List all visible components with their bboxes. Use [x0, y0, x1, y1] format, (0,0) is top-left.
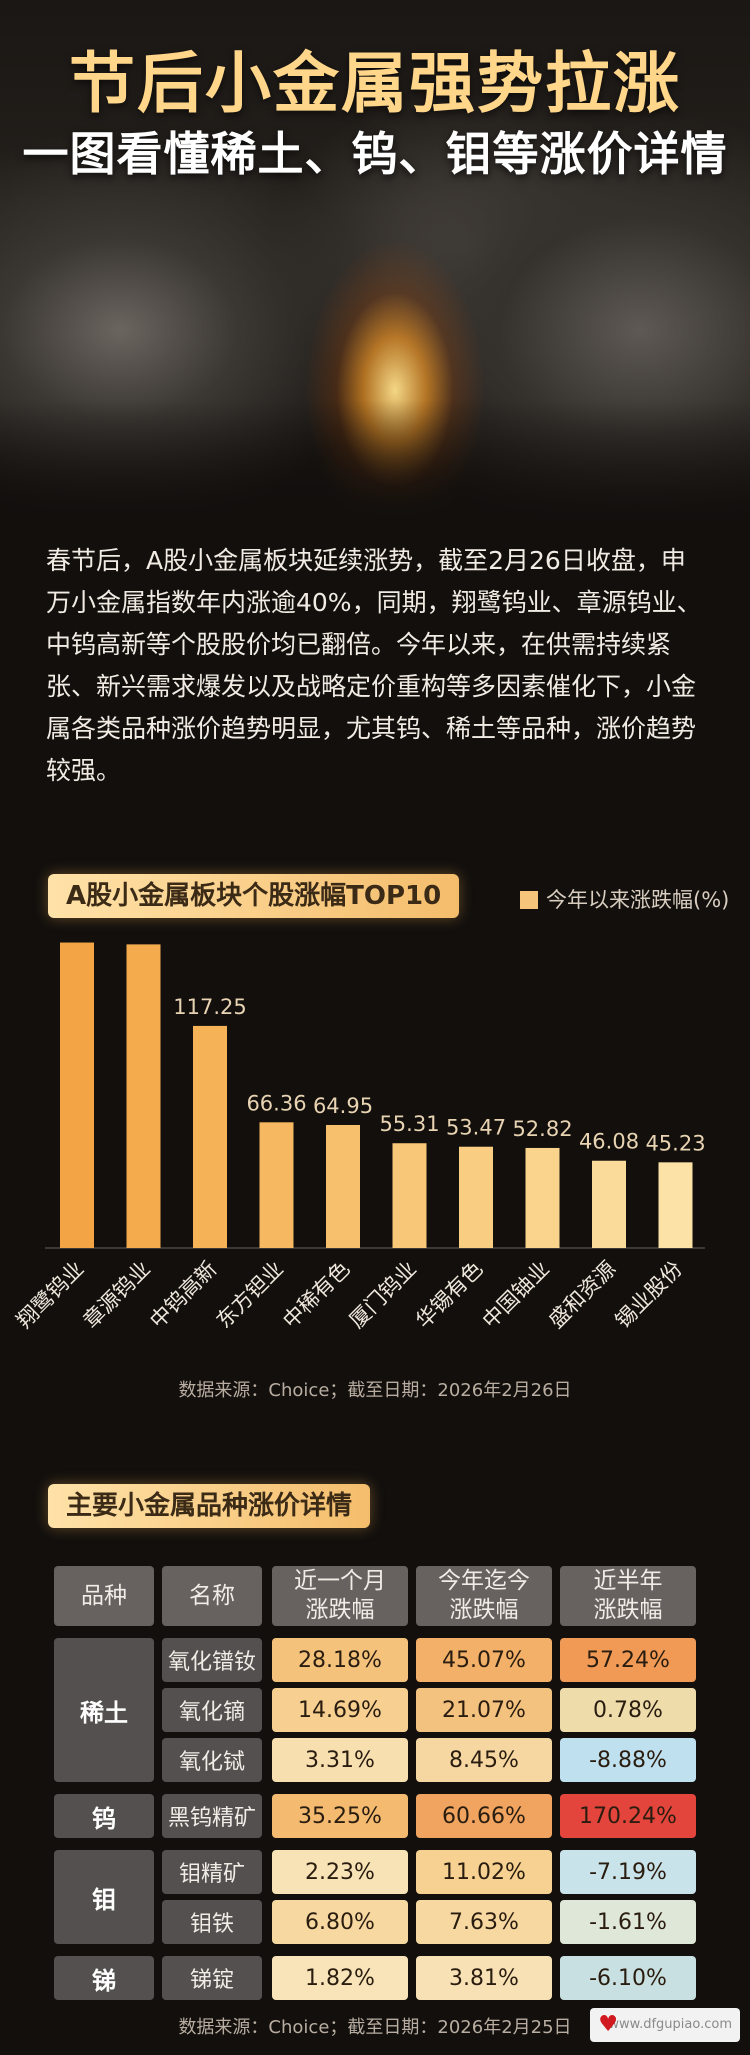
name-cell: 锑锭: [162, 1956, 262, 2000]
category-tick-label: 盛和资源: [544, 1257, 620, 1333]
ytd-change-cell: 11.02%: [416, 1850, 552, 1894]
ytd-change-cell: 7.63%: [416, 1900, 552, 1944]
bar-7: [459, 1146, 493, 1248]
page-subtitle: 一图看懂稀土、钨、钼等涨价详情: [22, 127, 728, 181]
bar-chart: 161.27翔鹭钨业160.30章源钨业117.25中钨高新66.36东方钽业6…: [12, 942, 706, 1333]
name-cell: 钼铁: [162, 1900, 262, 1944]
table-header-cell: 近半年 涨跌幅: [560, 1566, 696, 1626]
bar-1: [60, 942, 94, 1248]
category-tick-label: 东方钽业: [212, 1257, 288, 1333]
half-year-change-cell: 0.78%: [560, 1688, 696, 1732]
bar-10: [658, 1162, 693, 1248]
table-source: 数据来源：Choice；截至日期：2026年2月25日: [178, 2017, 572, 2038]
half-year-change-cell: -8.88%: [560, 1738, 696, 1782]
category-cell: 钼: [54, 1850, 154, 1944]
bar-9: [592, 1160, 626, 1248]
one-month-change-cell: 1.82%: [272, 1956, 408, 2000]
table-header-cell: 名称: [162, 1566, 262, 1626]
category-cell: 钨: [54, 1794, 154, 1838]
half-year-change-cell: 57.24%: [560, 1638, 696, 1682]
ytd-change-cell: 21.07%: [416, 1688, 552, 1732]
category-tick-label: 华锡有色: [411, 1257, 487, 1333]
chart-source: 数据来源：Choice；截至日期：2026年2月26日: [178, 1380, 572, 1401]
bar-value-label: 53.47: [446, 1116, 506, 1140]
name-cell: 氧化镝: [162, 1688, 262, 1732]
category-tick-label: 锡业股份: [611, 1257, 687, 1333]
chart-section-title: A股小金属板块个股涨幅TOP10: [48, 874, 460, 918]
table-header-cell: 近一个月 涨跌幅: [272, 1566, 408, 1626]
category-tick-label: 厦门钨业: [345, 1257, 421, 1333]
table-header-cell: 品种: [54, 1566, 154, 1626]
intro-paragraph: 春节后，A股小金属板块延续涨势，截至2月26日收盘，申万小金属指数年内涨逾40%…: [46, 546, 702, 785]
half-year-change-cell: -7.19%: [560, 1850, 696, 1894]
page-title: 节后小金属强势拉涨: [69, 45, 681, 122]
chart-legend: 今年以来涨跌幅(%): [520, 884, 729, 914]
ytd-change-cell: 3.81%: [416, 1956, 552, 2000]
bar-value-label: 66.36: [246, 1091, 306, 1115]
category-tick-label: 翔鹭钨业: [12, 1257, 88, 1333]
category-cell: 稀土: [54, 1638, 154, 1782]
one-month-change-cell: 35.25%: [272, 1794, 408, 1838]
one-month-change-cell: 3.31%: [272, 1738, 408, 1782]
ytd-change-cell: 45.07%: [416, 1638, 552, 1682]
table-header-cell: 今年迄今 涨跌幅: [416, 1566, 552, 1626]
table-section-title: 主要小金属品种涨价详情: [48, 1484, 371, 1528]
category-cell: 锑: [54, 1956, 154, 2000]
watermark-logo: ♥ www.dfgupiao.com: [590, 2008, 740, 2042]
bar-value-label: 46.08: [579, 1130, 639, 1154]
legend-swatch: [520, 891, 538, 909]
bar-value-label: 117.25: [173, 995, 246, 1019]
name-cell: 钼精矿: [162, 1850, 262, 1894]
bar-value-label: 45.23: [645, 1131, 705, 1155]
one-month-change-cell: 28.18%: [272, 1638, 408, 1682]
bar-4: [259, 1122, 294, 1248]
category-tick-label: 中稀有色: [278, 1257, 354, 1333]
bar-value-label: 55.31: [379, 1112, 439, 1136]
ytd-change-cell: 8.45%: [416, 1738, 552, 1782]
legend-label: 今年以来涨跌幅(%): [546, 888, 730, 912]
one-month-change-cell: 2.23%: [272, 1850, 408, 1894]
name-cell: 氧化镨钕: [162, 1638, 262, 1682]
heart-icon: ♥: [598, 2012, 618, 2037]
half-year-change-cell: 170.24%: [560, 1794, 696, 1838]
category-tick-label: 中国铀业: [478, 1257, 554, 1333]
bar-6: [392, 1143, 427, 1248]
bar-5: [326, 1124, 360, 1248]
one-month-change-cell: 6.80%: [272, 1900, 408, 1944]
one-month-change-cell: 14.69%: [272, 1688, 408, 1732]
watermark-text: www.dfgupiao.com: [608, 2017, 732, 2032]
bar-3: [193, 1025, 227, 1248]
bar-value-label: 64.95: [313, 1094, 373, 1118]
category-tick-label: 章源钨业: [79, 1257, 155, 1333]
half-year-change-cell: -6.10%: [560, 1956, 696, 2000]
bar-value-label: 52.82: [512, 1117, 572, 1141]
bar-8: [525, 1147, 560, 1248]
hero-banner: [0, 0, 750, 520]
name-cell: 黑钨精矿: [162, 1794, 262, 1838]
half-year-change-cell: -1.61%: [560, 1900, 696, 1944]
category-tick-label: 中钨高新: [145, 1257, 221, 1333]
name-cell: 氧化铽: [162, 1738, 262, 1782]
ytd-change-cell: 60.66%: [416, 1794, 552, 1838]
bar-2: [126, 944, 161, 1248]
